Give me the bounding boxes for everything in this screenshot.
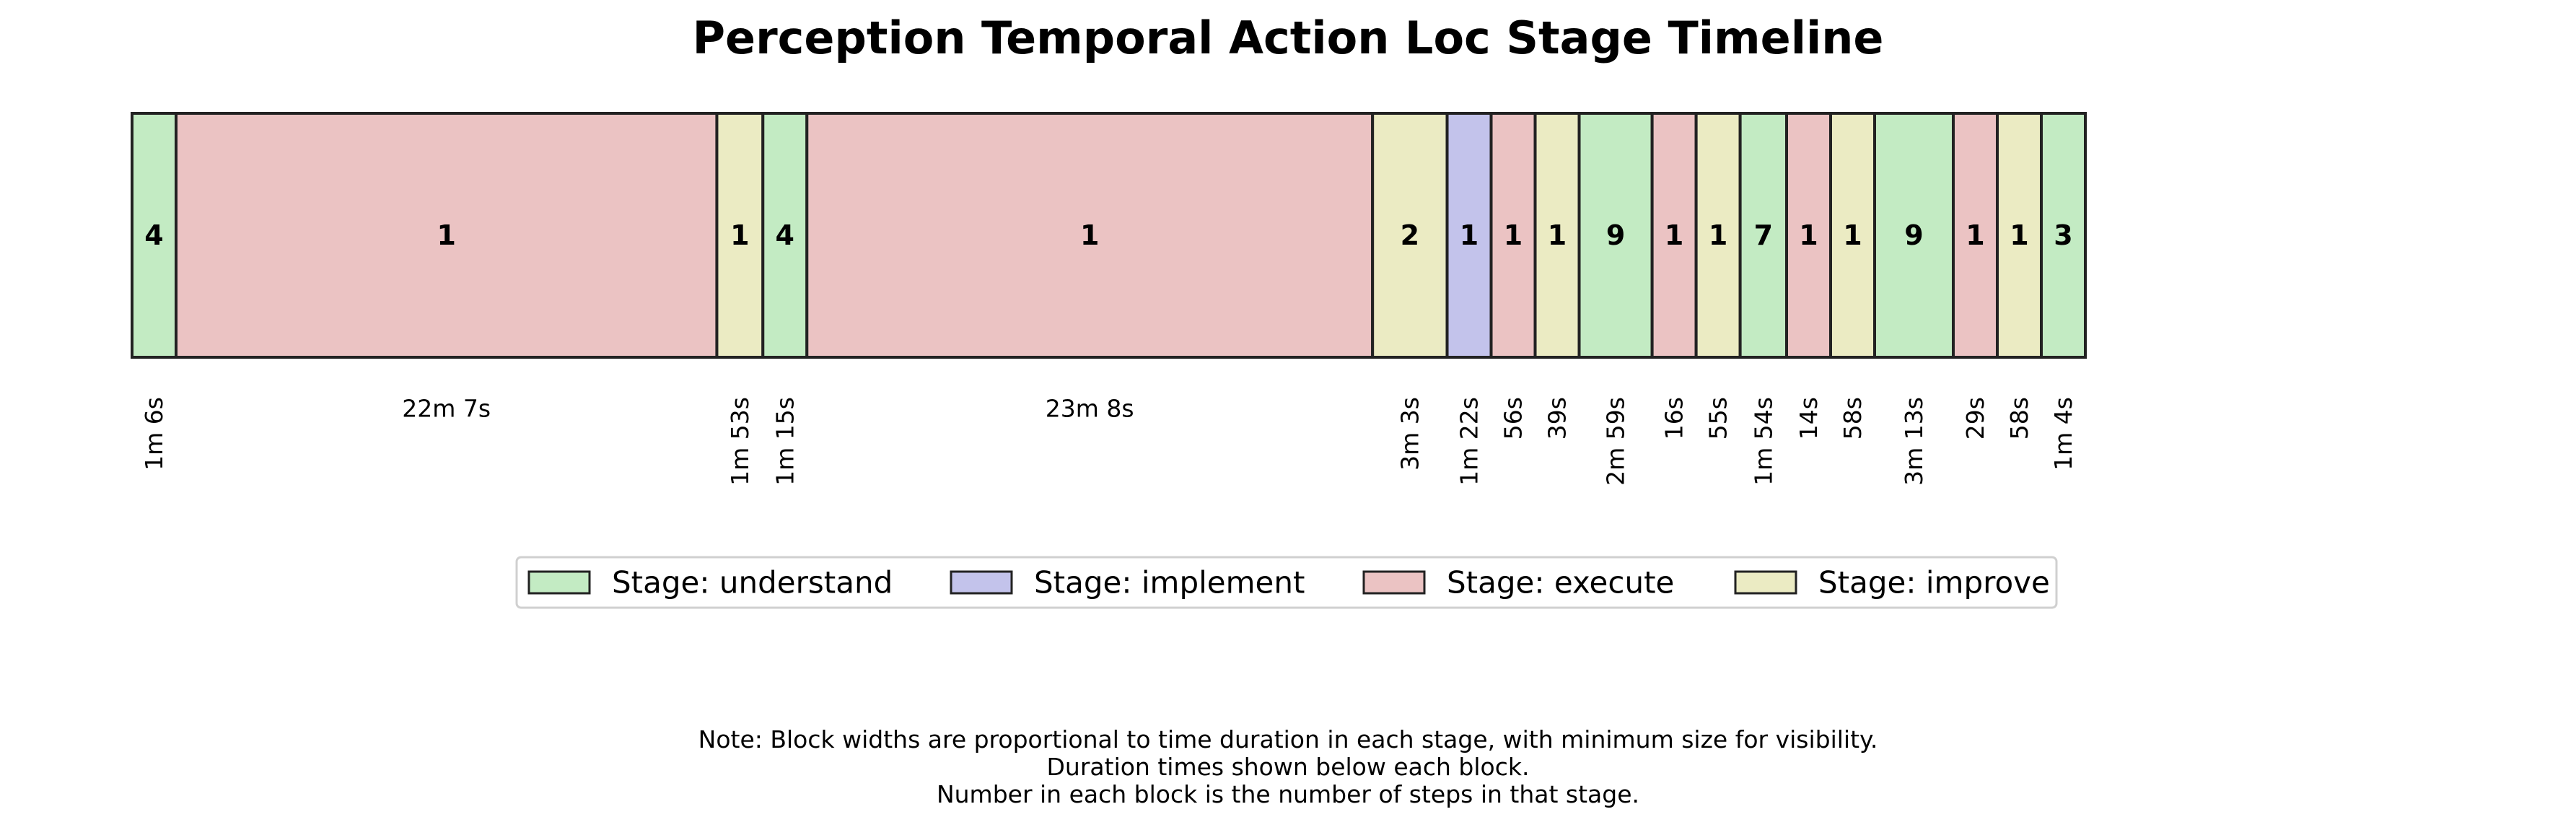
block-duration-label: 1m 54s	[1749, 397, 1777, 486]
legend-label-improve: Stage: improve	[1818, 565, 2050, 600]
legend-swatch-execute	[1362, 570, 1426, 595]
block-step-count: 1	[1709, 219, 1727, 251]
block-step-count: 9	[1904, 219, 1923, 251]
note-line-3: Number in each block is the number of st…	[937, 780, 1639, 808]
block-step-count: 1	[730, 219, 749, 251]
timeline-block-improve	[1371, 112, 1449, 359]
timeline-block-improve	[1694, 112, 1742, 359]
block-duration-label: 58s	[1839, 397, 1867, 440]
note-line-1: Note: Block widths are proportional to t…	[698, 725, 1878, 753]
timeline-block-execute	[1489, 112, 1537, 359]
block-step-count: 3	[2054, 219, 2072, 251]
block-duration-label: 2m 59s	[1602, 397, 1630, 486]
block-duration-label: 22m 7s	[402, 395, 491, 423]
block-duration-label: 1m 4s	[2049, 397, 2077, 471]
legend-label-execute: Stage: execute	[1447, 565, 1674, 600]
block-duration-label: 55s	[1704, 397, 1732, 440]
block-step-count: 1	[1843, 219, 1862, 251]
block-duration-label: 16s	[1660, 397, 1688, 440]
timeline-block-understand	[1872, 112, 1955, 359]
block-duration-label: 1m 53s	[726, 397, 754, 486]
legend-swatch-improve	[1734, 570, 1797, 595]
chart-title: Perception Temporal Action Loc Stage Tim…	[693, 12, 1884, 64]
block-step-count: 1	[1504, 219, 1523, 251]
timeline-block-implement	[1445, 112, 1493, 359]
timeline-block-execute	[805, 112, 1375, 359]
block-step-count: 9	[1606, 219, 1625, 251]
legend-swatch-understand	[527, 570, 591, 595]
duration-labels: 1m 6s 22m 7s 1m 53s 1m 15s 23m 8s 3m 3s 1m 22s…	[140, 395, 2077, 486]
timeline-block-improve	[1533, 112, 1581, 359]
timeline-block-understand	[2040, 112, 2087, 359]
block-step-count: 1	[2010, 219, 2028, 251]
block-step-count: 1	[1799, 219, 1818, 251]
block-duration-label: 39s	[1543, 397, 1572, 440]
block-step-count: 1	[1080, 219, 1099, 251]
block-duration-label: 29s	[1961, 397, 1989, 440]
legend-frame	[515, 556, 2058, 609]
block-duration-label: 3m 3s	[1396, 397, 1424, 471]
block-step-count: 1	[1966, 219, 1984, 251]
block-duration-label: 56s	[1499, 397, 1528, 440]
block-duration-label: 1m 6s	[140, 397, 168, 471]
legend-label-implement: Stage: implement	[1034, 565, 1305, 600]
block-step-count: 4	[144, 219, 163, 251]
timeline-block-execute	[1784, 112, 1832, 359]
timeline-block-improve	[715, 112, 765, 359]
block-duration-label: 58s	[2005, 397, 2033, 440]
block-step-count: 1	[1665, 219, 1683, 251]
block-duration-label: 14s	[1795, 397, 1823, 440]
block-step-count: 1	[1460, 219, 1478, 251]
block-step-count: 2	[1401, 219, 1419, 251]
block-duration-label: 1m 22s	[1455, 397, 1484, 486]
block-duration-label: 3m 13s	[1900, 397, 1928, 486]
legend-label-understand: Stage: understand	[612, 565, 893, 600]
timeline-block-understand	[131, 112, 178, 359]
note-line-2: Duration times shown below each block.	[1047, 753, 1530, 781]
legend-swatch-implement	[950, 570, 1013, 595]
block-duration-label: 23m 8s	[1046, 395, 1134, 423]
block-step-count: 7	[1754, 219, 1773, 251]
block-step-count: 4	[776, 219, 794, 251]
timeline-block-understand	[1577, 112, 1654, 359]
legend: Stage: understand Stage: implement Stage: …	[515, 556, 2058, 609]
timeline-block-execute	[175, 112, 719, 359]
block-duration-label: 1m 15s	[771, 397, 799, 486]
block-step-count: 1	[1548, 219, 1567, 251]
footnote: Note: Block widths are proportional to t…	[698, 725, 1878, 808]
timeline-block-execute	[1952, 112, 1999, 359]
timeline-block-understand	[1738, 112, 1788, 359]
block-step-count: 1	[437, 219, 455, 251]
